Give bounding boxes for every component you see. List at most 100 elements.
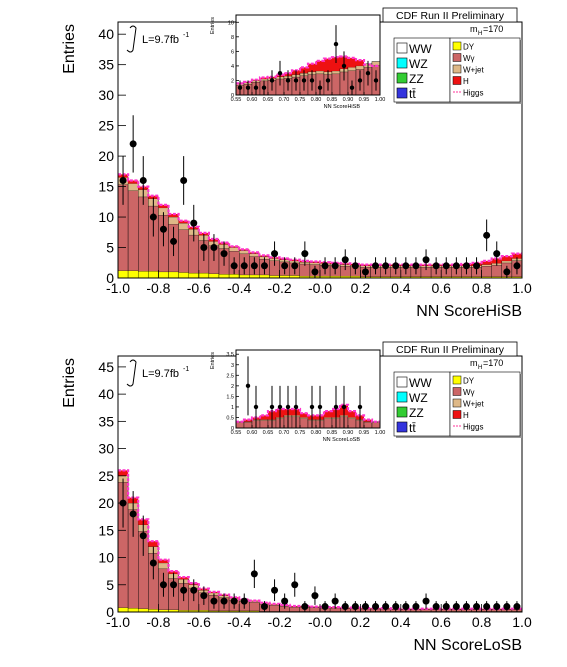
- main-dy-bar: [138, 271, 149, 279]
- main-wjet-bar: [309, 262, 321, 265]
- main-h-bar: [148, 541, 159, 547]
- main-data-point: [361, 268, 369, 276]
- inset-xtick-label: 0.65: [263, 97, 274, 103]
- main-xtick-label: -0.4: [227, 280, 251, 296]
- main-ytick-label: 15: [98, 522, 114, 538]
- legend-label: ZZ: [409, 406, 424, 420]
- main-data-point: [230, 597, 238, 605]
- main-data-point: [250, 570, 258, 578]
- legend-mass-sub: H: [478, 365, 482, 371]
- inset-xtick-label: 0.85: [327, 97, 338, 103]
- legend-mass-sub: H: [478, 31, 482, 37]
- main-h-bar: [229, 246, 240, 248]
- main-data-point: [493, 250, 501, 258]
- main-data-point: [442, 603, 450, 611]
- inset-data-point: [245, 383, 251, 389]
- inset-data-point: [277, 404, 283, 410]
- main-data-point: [170, 581, 178, 589]
- legend-swatch: [452, 76, 462, 85]
- legend-label: Wγ: [463, 388, 475, 397]
- inset-xtick-label: 0.55: [231, 430, 242, 436]
- lumi-superscript: -1: [183, 32, 189, 39]
- main-wjet-bar: [239, 250, 250, 255]
- inset-frame: [235, 349, 381, 429]
- legend-swatch: [396, 57, 408, 69]
- inset-data-point: [285, 404, 291, 410]
- inset-data-point: [317, 404, 323, 410]
- inset-h-bar: [348, 57, 356, 68]
- inset-data-point: [293, 78, 299, 83]
- main-data-point: [503, 268, 511, 276]
- inset-ytick-label: 3: [231, 363, 234, 369]
- main-ytick-label: 35: [98, 413, 114, 429]
- legend-label: H: [463, 77, 469, 86]
- inset-data-point: [269, 78, 275, 83]
- legend-mass-m: m: [470, 358, 478, 368]
- legend-right: DY Wγ W+jet H Higgs: [449, 371, 522, 438]
- legend-swatch: [396, 87, 408, 99]
- main-bg-bar: [127, 183, 139, 279]
- inset-plot: 0.55 0.60 0.65 0.70 0.75 0.80 0.85 0.90 0.95 1.00…: [210, 14, 385, 110]
- main-data-point: [341, 603, 349, 611]
- inset-ytick-label: 0: [231, 93, 234, 99]
- inset-ytick-label: 10: [228, 20, 234, 26]
- main-dy-bar: [178, 272, 189, 279]
- main-h-bar: [239, 249, 250, 251]
- main-dy-bar: [117, 607, 129, 613]
- inset-xtick-label: 0.60: [247, 430, 258, 436]
- lumi-text: L=9.7fb: [142, 368, 179, 380]
- main-xtick-label: -1.0: [106, 280, 130, 296]
- main-data-point: [210, 597, 218, 605]
- main-data-point: [331, 597, 339, 605]
- header-box: CDF Run II Preliminary: [382, 341, 518, 357]
- main-data-point: [281, 597, 289, 605]
- inset-data-point: [277, 70, 283, 76]
- main-data-point: [513, 262, 521, 270]
- legend-swatch: [452, 53, 462, 62]
- main-xtick-label: 1.0: [512, 614, 532, 630]
- main-wjet-bar: [249, 253, 260, 257]
- main-xtick-label: -0.2: [268, 614, 292, 630]
- main-ylabel: Entries: [61, 24, 78, 74]
- main-data-point: [382, 603, 390, 611]
- inset-xtick-label: 0.55: [231, 97, 242, 103]
- main-xtick-label: 0.2: [351, 280, 371, 296]
- inset-xtick-label: 0.95: [359, 430, 370, 436]
- main-data-point: [129, 140, 137, 148]
- inset-wjet-bar: [259, 419, 269, 421]
- inset-xlabel: NN ScoreLoSB: [323, 437, 361, 443]
- inset-ytick-label: 1: [231, 405, 234, 411]
- inset-xtick-label: 0.75: [295, 430, 306, 436]
- main-data-point: [240, 597, 248, 605]
- main-data-point: [452, 262, 460, 270]
- inset-wjet-bar: [331, 70, 341, 75]
- inset-data-point: [237, 85, 243, 90]
- inset-ytick-label: 0.5: [226, 415, 234, 421]
- inset-xlabel: NN ScoreHiSB: [324, 104, 361, 110]
- lumi-label: L=9.7fb -1: [126, 25, 189, 53]
- main-dy-bar: [127, 270, 139, 279]
- main-ytick-label: 10: [98, 550, 114, 566]
- main-data-point: [230, 262, 238, 270]
- main-h-bar: [501, 256, 512, 261]
- inset-wjet-bar: [299, 417, 309, 419]
- main-data-point: [412, 262, 420, 270]
- legend-label: H: [463, 411, 469, 420]
- main-ytick-label: 25: [98, 468, 114, 484]
- inset-data-point: [341, 404, 347, 410]
- main-xtick-label: -1.0: [106, 614, 130, 630]
- inset-xtick-label: 0.85: [327, 430, 338, 436]
- inset-xtick-label: 1.00: [375, 430, 386, 436]
- main-ytick-label: 0: [106, 270, 114, 286]
- main-wjet-bar: [158, 562, 169, 570]
- main-dy-bar: [148, 271, 159, 279]
- main-dy-bar: [168, 271, 179, 279]
- main-data-point: [372, 262, 380, 270]
- inset-xtick-label: 0.60: [247, 97, 258, 103]
- main-data-point: [180, 586, 188, 594]
- legend-label: ZZ: [409, 72, 424, 86]
- main-data-point: [170, 237, 178, 245]
- main-data-point: [341, 256, 349, 264]
